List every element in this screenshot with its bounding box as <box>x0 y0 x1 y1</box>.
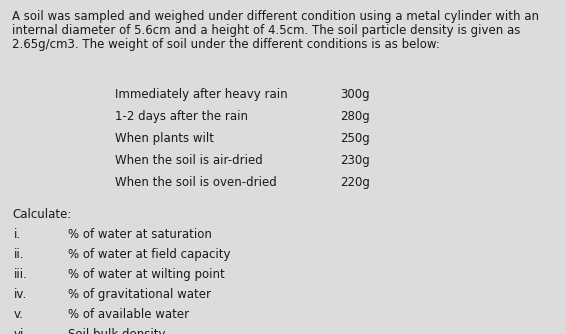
Text: 250g: 250g <box>340 132 370 145</box>
Text: When plants wilt: When plants wilt <box>115 132 214 145</box>
Text: A soil was sampled and weighed under different condition using a metal cylinder : A soil was sampled and weighed under dif… <box>12 10 539 23</box>
Text: ii.: ii. <box>14 248 24 261</box>
Text: 1-2 days after the rain: 1-2 days after the rain <box>115 110 248 123</box>
Text: Calculate:: Calculate: <box>12 208 71 221</box>
Text: % of water at field capacity: % of water at field capacity <box>68 248 230 261</box>
Text: When the soil is air-dried: When the soil is air-dried <box>115 154 263 167</box>
Text: 300g: 300g <box>340 88 370 101</box>
Text: Soil bulk density: Soil bulk density <box>68 328 165 334</box>
Text: % of water at saturation: % of water at saturation <box>68 228 212 241</box>
Text: i.: i. <box>14 228 21 241</box>
Text: 280g: 280g <box>340 110 370 123</box>
Text: internal diameter of 5.6cm and a height of 4.5cm. The soil particle density is g: internal diameter of 5.6cm and a height … <box>12 24 520 37</box>
Text: Immediately after heavy rain: Immediately after heavy rain <box>115 88 288 101</box>
Text: iv.: iv. <box>14 288 27 301</box>
Text: % of gravitational water: % of gravitational water <box>68 288 211 301</box>
Text: % of available water: % of available water <box>68 308 189 321</box>
Text: 220g: 220g <box>340 176 370 189</box>
Text: When the soil is oven-dried: When the soil is oven-dried <box>115 176 277 189</box>
Text: v.: v. <box>14 308 24 321</box>
Text: iii.: iii. <box>14 268 28 281</box>
Text: 2.65g/cm3. The weight of soil under the different conditions is as below:: 2.65g/cm3. The weight of soil under the … <box>12 38 440 51</box>
Text: 230g: 230g <box>340 154 370 167</box>
Text: vi.: vi. <box>14 328 28 334</box>
Text: % of water at wilting point: % of water at wilting point <box>68 268 225 281</box>
